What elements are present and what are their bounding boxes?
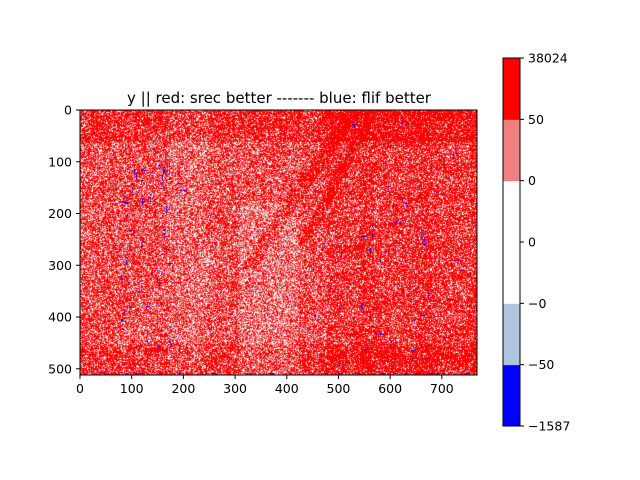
heatmap-image xyxy=(80,110,477,375)
colorbar-tick-label: 50 xyxy=(528,112,544,127)
y-tick-label: 500 xyxy=(48,361,72,376)
x-tick-label: 700 xyxy=(430,381,454,396)
y-tick-label: 200 xyxy=(48,206,72,221)
colorbar-ticks: 38024 50 0 0 −0 −50 −1587 xyxy=(520,51,570,434)
y-tick-label: 100 xyxy=(48,154,72,169)
y-tick-label: 300 xyxy=(48,258,72,273)
colorbar-tick-label: 0 xyxy=(528,235,536,250)
x-tick-label: 400 xyxy=(275,381,299,396)
y-tick-label: 0 xyxy=(64,103,72,118)
colorbar-band xyxy=(503,303,520,366)
colorbar-band xyxy=(503,180,520,243)
colorbar-tick-label: −0 xyxy=(528,296,546,311)
x-tick-label: 600 xyxy=(378,381,402,396)
chart-title: y || red: srec better ------- blue: flif… xyxy=(127,89,432,107)
y-tick-label: 400 xyxy=(48,310,72,325)
colorbar-tick-label: −1587 xyxy=(528,419,570,434)
x-tick-label: 200 xyxy=(171,381,195,396)
colorbar-tick-label: −50 xyxy=(528,357,554,372)
colorbar xyxy=(502,57,521,427)
x-tick-label: 500 xyxy=(327,381,351,396)
colorbar-band xyxy=(503,242,520,304)
x-tick-label: 300 xyxy=(223,381,247,396)
y-axis: 0 100 200 300 400 500 xyxy=(48,103,80,376)
colorbar-tick-label: 0 xyxy=(528,173,536,188)
colorbar-band xyxy=(503,119,520,182)
x-tick-label: 100 xyxy=(120,381,144,396)
x-tick-label: 0 xyxy=(76,381,84,396)
colorbar-band xyxy=(503,364,520,427)
x-axis: 0 100 200 300 400 500 600 700 xyxy=(76,375,454,396)
heatmap-image-holder xyxy=(80,110,477,375)
colorbar-tick-label: 38024 xyxy=(528,51,568,66)
plot-frame xyxy=(79,109,478,376)
colorbar-band xyxy=(503,58,520,120)
